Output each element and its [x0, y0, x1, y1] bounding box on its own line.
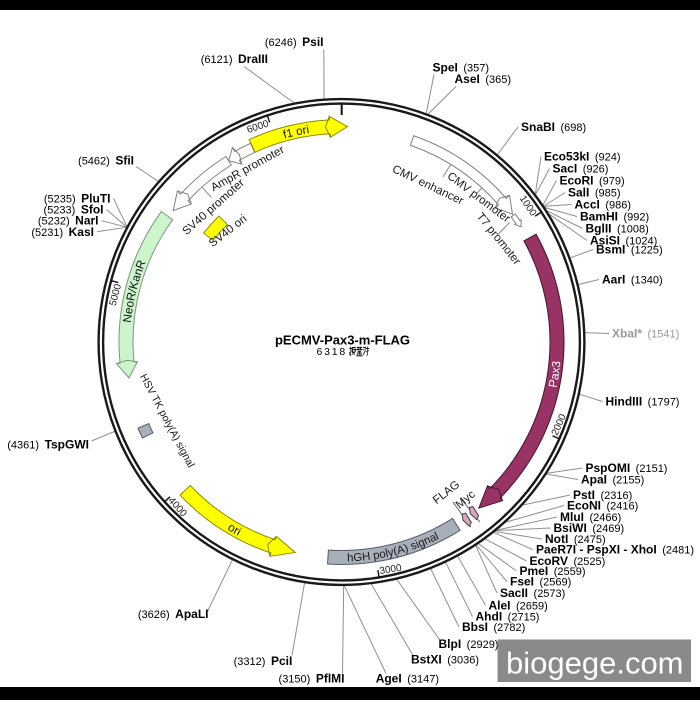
svg-text:BbsI (2782): BbsI (2782)	[462, 620, 525, 634]
svg-text:(3312) PciI: (3312) PciI	[234, 654, 293, 668]
svg-text:HindIII (1797): HindIII (1797)	[606, 395, 680, 409]
svg-text:(6121) DraIII: (6121) DraIII	[201, 52, 268, 66]
svg-text:AgeI (3147): AgeI (3147)	[376, 672, 439, 686]
svg-text:(5462) SfiI: (5462) SfiI	[78, 154, 134, 168]
svg-text:6318: 6318	[317, 346, 348, 358]
svg-text:SnaBI (698): SnaBI (698)	[521, 120, 586, 134]
svg-text:(5231) KasI: (5231) KasI	[31, 225, 94, 239]
svg-text:AseI (365): AseI (365)	[455, 72, 512, 86]
svg-text:(3626) ApaLI: (3626) ApaLI	[138, 607, 209, 621]
svg-text:BstXI (3036): BstXI (3036)	[411, 653, 479, 667]
svg-text:(3150) PflMI: (3150) PflMI	[279, 672, 345, 686]
svg-text:AarI (1340): AarI (1340)	[602, 273, 663, 287]
svg-text:BlpI (2929): BlpI (2929)	[439, 637, 499, 651]
svg-text:biogege.com: biogege.com	[506, 646, 684, 681]
svg-text:BsmI (1225): BsmI (1225)	[596, 243, 663, 257]
svg-text:XbaI* (1541): XbaI* (1541)	[612, 327, 679, 341]
svg-text:(4361) TspGWI: (4361) TspGWI	[7, 438, 89, 452]
svg-text:(6246) PsiI: (6246) PsiI	[265, 35, 324, 49]
svg-text:ApaI (2155): ApaI (2155)	[581, 473, 644, 487]
